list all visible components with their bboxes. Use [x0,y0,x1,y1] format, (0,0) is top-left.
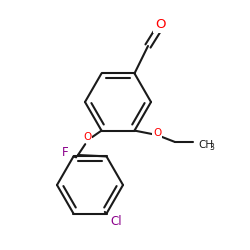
Text: O: O [153,128,161,138]
Text: O: O [83,132,91,142]
Text: O: O [155,18,165,32]
Text: F: F [62,146,69,159]
Text: 3: 3 [209,144,214,152]
Text: Cl: Cl [111,215,122,228]
Text: CH: CH [198,140,213,150]
